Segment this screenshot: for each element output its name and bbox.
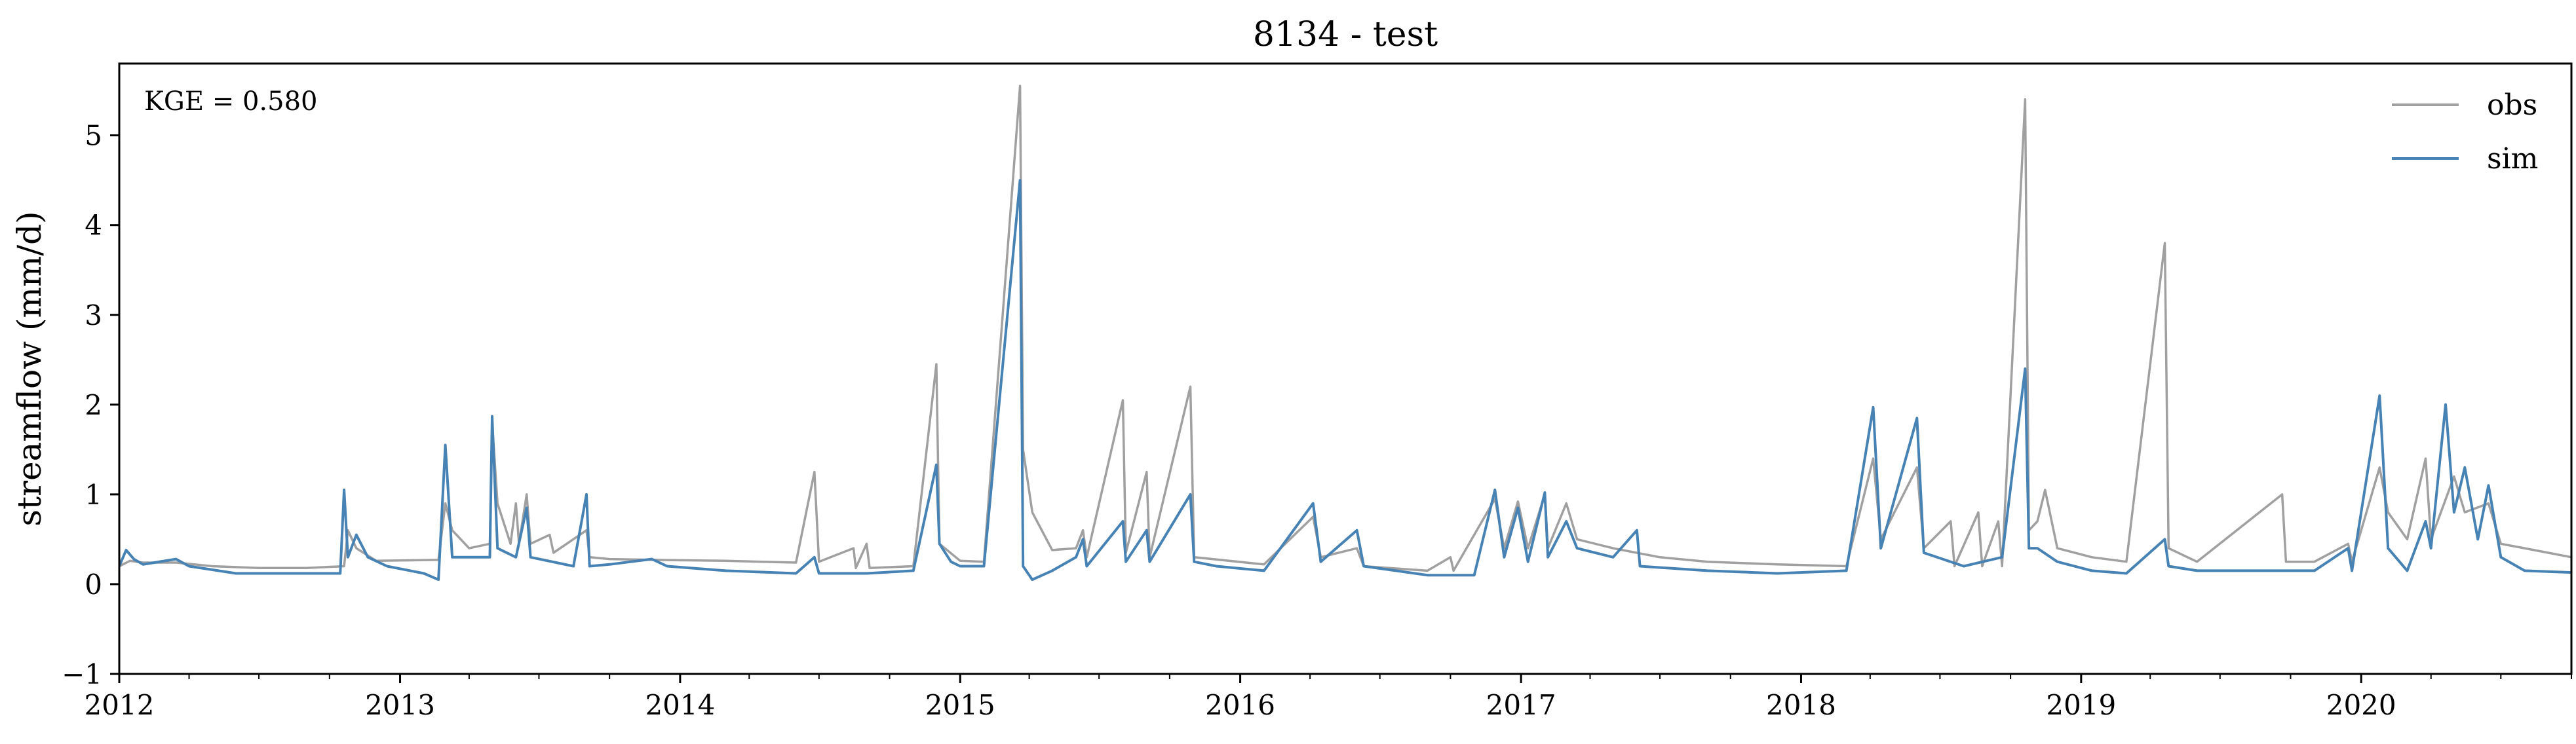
- x-tick-label: 2020: [2326, 689, 2396, 721]
- x-tick-label: 2017: [1486, 689, 1556, 721]
- y-tick-label: 0: [85, 568, 102, 601]
- x-tick-label: 2014: [645, 689, 715, 721]
- chart-title: 8134 - test: [1253, 15, 1438, 54]
- y-axis-ticks: −1 0 1 2 3 4 5: [62, 120, 119, 690]
- x-tick-label: 2012: [85, 689, 155, 721]
- y-tick-label: 4: [85, 210, 102, 242]
- legend-label-obs: obs: [2487, 88, 2537, 122]
- series-line-obs: [119, 84, 2571, 572]
- x-tick-label: 2013: [365, 689, 435, 721]
- x-tick-label: 2015: [925, 689, 995, 721]
- y-tick-label: −1: [62, 658, 102, 690]
- plot-area: [118, 62, 2573, 675]
- x-axis-ticks: 2012 2013 2014 2015 2016 2017 2018 2019 2020: [85, 674, 2572, 721]
- y-tick-label: 2: [85, 389, 102, 421]
- x-tick-label: 2019: [2046, 689, 2116, 721]
- x-tick-label: 2016: [1205, 689, 1275, 721]
- y-axis-label: streamflow (mm/d): [10, 211, 48, 526]
- x-tick-label: 2018: [1766, 689, 1836, 721]
- plot-frame: [118, 62, 2573, 675]
- y-tick-label: 5: [85, 120, 102, 152]
- y-tick-label: 1: [85, 479, 102, 511]
- kge-annotation: KGE = 0.580: [144, 86, 318, 117]
- legend: obs sim: [2392, 88, 2538, 176]
- legend-label-sim: sim: [2487, 142, 2538, 176]
- series-layer: [119, 84, 2571, 582]
- y-tick-label: 3: [85, 299, 102, 331]
- series-line-sim: [119, 179, 2571, 582]
